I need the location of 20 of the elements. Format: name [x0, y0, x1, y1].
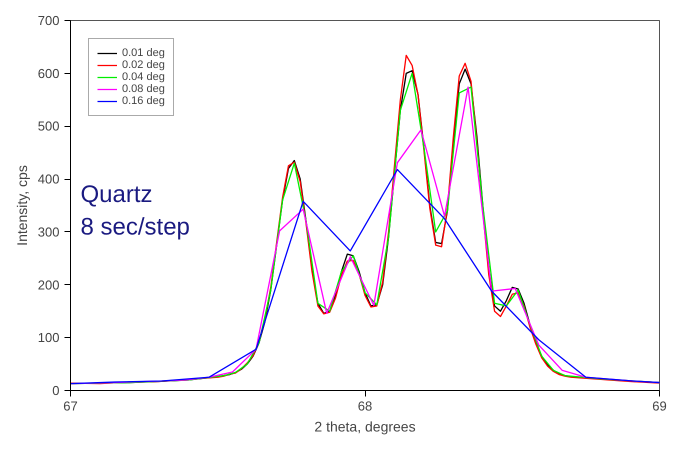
y-axis-title: Intensity, cps [14, 165, 30, 246]
line-series [70, 168, 660, 384]
y-tick-label: 400 [38, 172, 60, 187]
legend-label: 0.01 deg [122, 47, 165, 59]
y-tick-label: 500 [38, 118, 60, 134]
x-tick-label: 68 [358, 398, 372, 414]
legend-label: 0.02 deg [122, 59, 165, 71]
annotation: Quartz 8 sec/step [80, 181, 190, 240]
y-tick-label: 700 [38, 13, 60, 28]
legend-label: 0.08 deg [122, 83, 165, 95]
y-tick-label: 100 [38, 330, 60, 346]
x-tick-label: 67 [63, 398, 78, 414]
y-tick-label: 200 [38, 277, 60, 292]
x-axis-title: 2 theta, degrees [314, 418, 416, 434]
y-tick-label: 300 [38, 224, 60, 240]
y-tick-label: 600 [38, 66, 60, 81]
y-tick-label: 0 [52, 383, 60, 398]
x-tick-label: 69 [652, 398, 667, 414]
legend-label: 0.16 deg [122, 95, 165, 107]
legend-label: 0.04 deg [122, 71, 165, 83]
